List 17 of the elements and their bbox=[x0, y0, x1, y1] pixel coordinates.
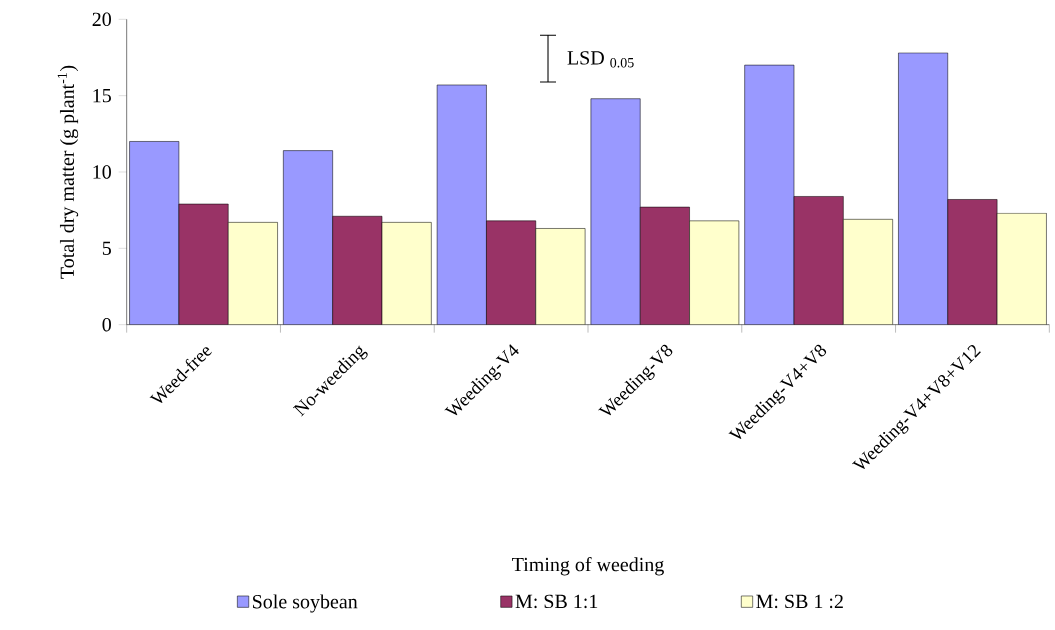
y-tick-label: 20 bbox=[92, 12, 111, 27]
y-axis-title: Total dry matter (g plant$^{-1}$) bbox=[57, 65, 79, 279]
bar bbox=[228, 222, 278, 325]
bar bbox=[843, 219, 893, 325]
bar bbox=[996, 212, 1047, 325]
y-tick-label: 15 bbox=[93, 88, 111, 103]
legend-label: Sole soybean bbox=[253, 594, 358, 613]
y-tick-label: 0 bbox=[102, 317, 111, 332]
bar bbox=[689, 220, 739, 325]
annotation: LSD $_{0.05}$ bbox=[567, 51, 634, 68]
legend-label: M: SB 1 :2 bbox=[756, 594, 843, 609]
y-tick-label: 10 bbox=[93, 165, 111, 179]
legend-label: M: SB 1:1 bbox=[515, 594, 598, 609]
y-tick-label: 5 bbox=[102, 241, 111, 255]
bar bbox=[382, 222, 432, 325]
x-axis-title: Timing of weeding bbox=[512, 557, 664, 576]
bar bbox=[535, 228, 586, 325]
